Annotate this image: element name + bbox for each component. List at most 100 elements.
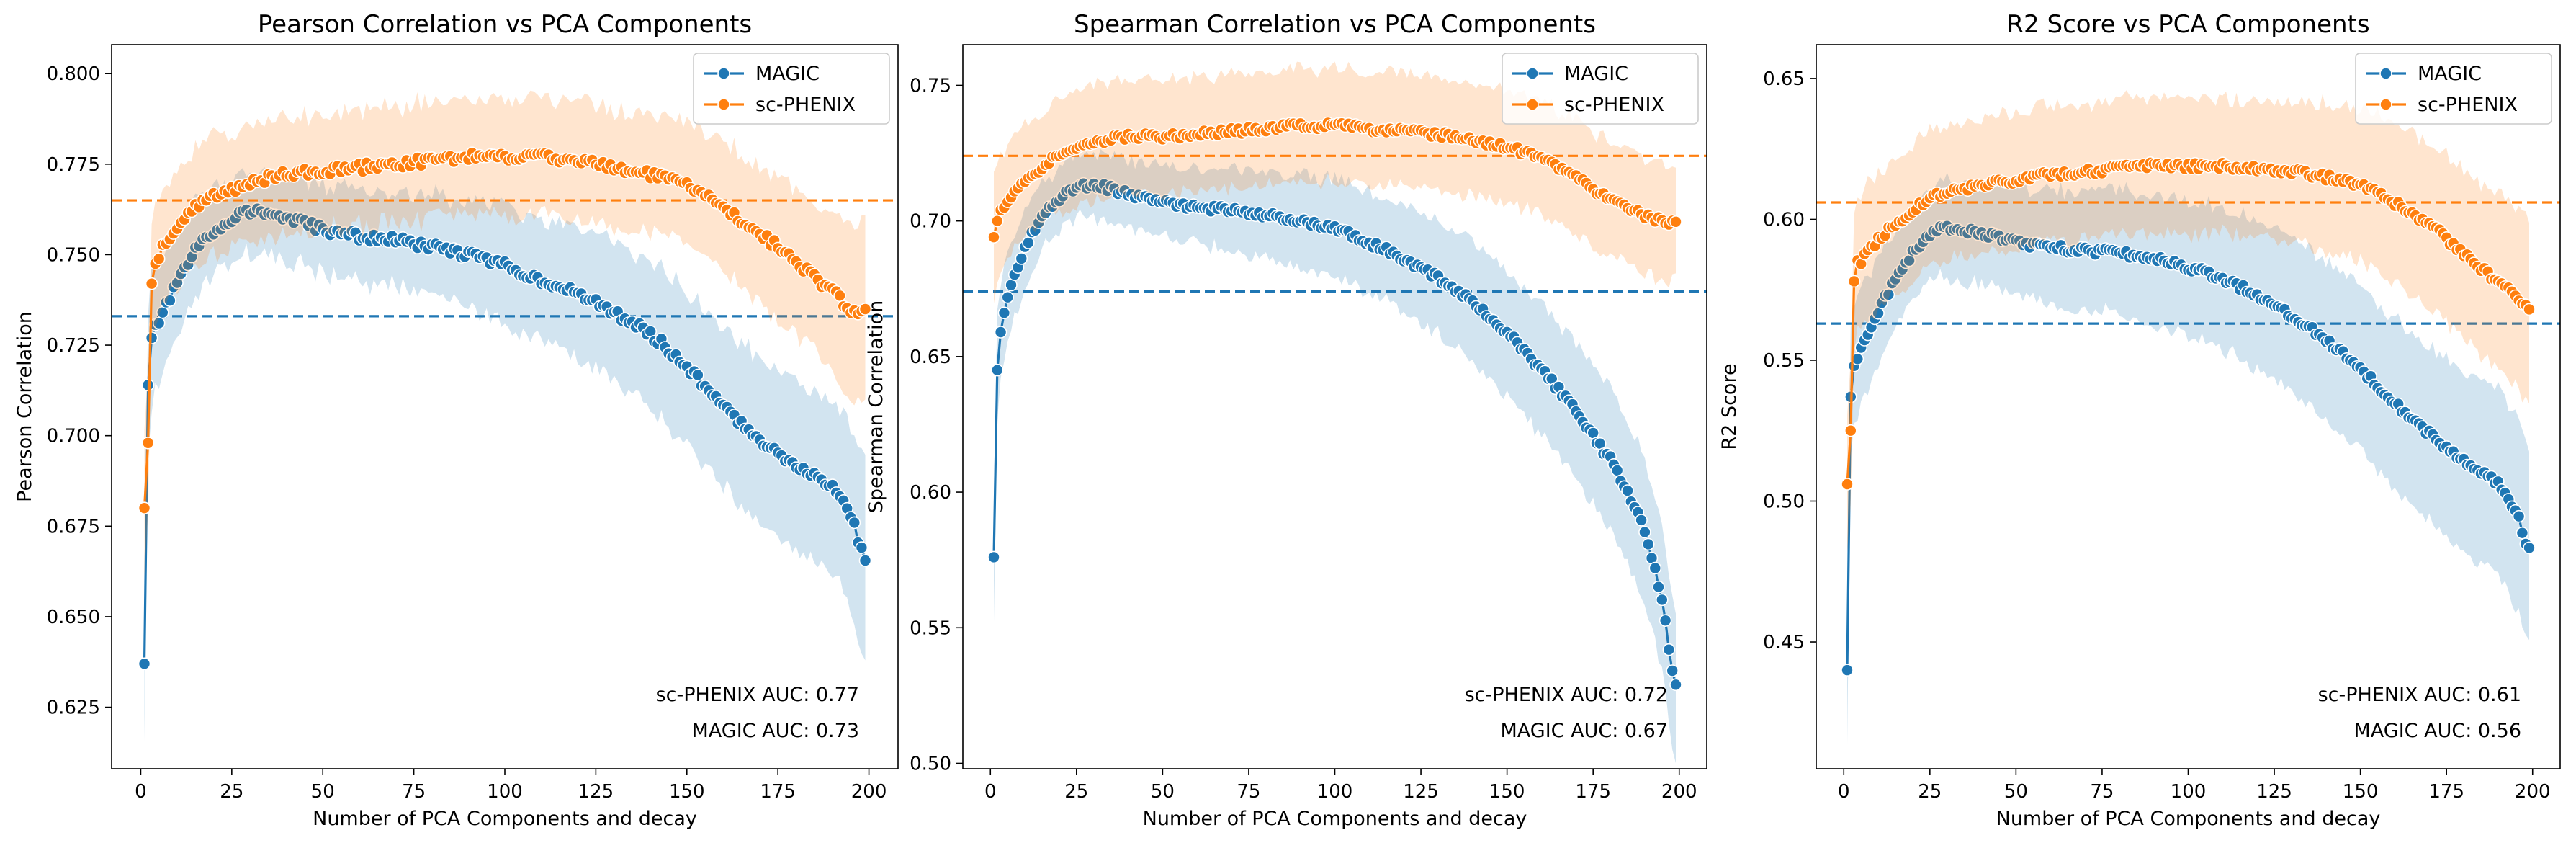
r2-phenix-point [1847,275,1861,288]
spearman-title: Spearman Correlation vs PCA Components [1074,10,1596,39]
pearson-xtick-label: 100 [487,781,523,803]
spearman-magic-point [1666,664,1679,677]
r2-title: R2 Score vs PCA Components [2006,10,2369,39]
pearson-phenix-markers [138,146,872,515]
pearson-phenix-point [145,277,158,290]
pearson-magic-point [855,541,869,554]
r2-ytick-label: 0.55 [1763,350,1805,372]
r2-xtick-label: 125 [2256,781,2292,803]
pearson-xtick-label: 25 [220,781,243,803]
spearman-auc-annotation: sc-PHENIX AUC: 0.72 [1465,684,1668,706]
pearson-xtick-label: 175 [760,781,796,803]
r2-phenix-point [2523,303,2536,316]
pearson-ylabel: Pearson Correlation [14,311,36,502]
r2-magic-point [1882,288,1895,301]
panel-r2: 0 25 50 75 100 125 150 175 200 0.45 0.50 0.55 0.60 0.… [1718,10,2561,830]
r2-xtick-label: 100 [2171,781,2207,803]
pearson-magic-point [848,516,861,530]
r2-legend-phenix-label: sc-PHENIX [2418,94,2518,116]
spearman-xtick-label: 75 [1237,781,1260,803]
r2-magic-point [2516,526,2529,540]
pearson-legend-phenix-label: sc-PHENIX [755,94,856,116]
spearman-xtick-label: 125 [1403,781,1439,803]
pearson-magic-point [141,378,155,392]
panel-spearman: 0 25 50 75 100 125 150 175 200 0.50 0.55 0.60 0.65 0.… [865,10,1707,830]
r2-legend: MAGIC sc-PHENIX [2355,53,2552,125]
spearman-magic-point [1015,252,1028,265]
pearson-magic-markers [138,202,872,671]
pearson-xtick-label: 200 [851,781,887,803]
pearson-legend-magic-marker [717,67,730,80]
spearman-magic-point [1638,525,1651,539]
r2-magic-point [2523,541,2536,555]
r2-legend-phenix-marker [2379,98,2392,111]
spearman-xtick-label: 100 [1317,781,1353,803]
spearman-ytick-label: 0.50 [910,753,951,775]
r2-phenix-markers [1841,156,2536,491]
r2-ytick-label: 0.65 [1763,68,1805,90]
spearman-magic-point [1652,580,1665,594]
pearson-ytick-label: 0.775 [47,154,100,176]
spearman-ylabel: Spearman Correlation [865,300,887,513]
spearman-magic-point [987,550,1000,564]
r2-legend-magic-label: MAGIC [2418,63,2482,85]
spearman-magic-point [1669,678,1682,692]
spearman-legend-magic-label: MAGIC [1564,63,1628,85]
spearman-phenix-markers [987,116,1682,244]
spearman-magic-point [994,326,1007,339]
pearson-plot-area [112,90,898,742]
r2-xtick-label: 0 [1838,781,1850,803]
spearman-legend-phenix-marker [1526,98,1539,111]
spearman-magic-point [1005,278,1018,292]
r2-phenix-point [1844,424,1857,437]
spearman-magic-point [1022,236,1035,249]
spearman-phenix-point [1669,215,1682,228]
pearson-legend: MAGIC sc-PHENIX [693,53,890,125]
pearson-magic-point [858,554,872,567]
r2-phenix-point [1841,478,1854,491]
pearson-ytick-label: 0.675 [47,516,100,537]
r2-xtick-label: 75 [2090,781,2114,803]
r2-magic-point [1841,664,1854,677]
r2-xtick-label: 200 [2515,781,2551,803]
spearman-ytick-label: 0.65 [910,347,951,368]
pearson-auc-annotation: sc-PHENIX AUC: 0.77 [656,684,859,706]
spearman-magic-point [1662,643,1676,656]
spearman-magic-point [1656,593,1669,607]
pearson-xtick-label: 0 [135,781,147,803]
r2-xtick-label: 175 [2428,781,2464,803]
spearman-legend-box [1502,53,1699,125]
spearman-xtick-label: 25 [1064,781,1088,803]
r2-xtick-label: 150 [2343,781,2379,803]
pearson-phenix-point [152,252,166,266]
spearman-ytick-label: 0.75 [910,75,951,97]
pearson-phenix-point [141,436,155,450]
r2-ytick-label: 0.60 [1763,209,1805,231]
r2-ytick-label: 0.45 [1763,632,1805,653]
spearman-magic-point [1621,484,1634,497]
pearson-ytick-label: 0.800 [47,63,100,85]
pearson-magic-point [138,657,151,671]
panels: 0 25 50 75 100 125 150 175 2000.6250.6500.6750.7… [14,10,2561,830]
pearson-legend-box [693,53,890,125]
pearson-xlabel: Number of PCA Components and decay [313,808,697,830]
spearman-phenix-point [987,231,1000,244]
r2-xlabel: Number of PCA Components and decay [1996,808,2381,830]
pearson-phenix-point [138,501,151,515]
spearman-xtick-label: 50 [1151,781,1175,803]
pearson-magic-point [691,368,704,382]
pearson-title: Pearson Correlation vs PCA Components [258,10,752,39]
pearson-magic-ci-band [144,166,866,742]
pearson-magic-point [163,294,176,307]
spearman-auc-annotation: MAGIC AUC: 0.67 [1501,720,1669,742]
pearson-ytick-label: 0.725 [47,335,100,357]
panel-pearson: 0 25 50 75 100 125 150 175 200 0.625 0.650 0.675 0.7… [14,10,899,830]
spearman-magic-markers [987,177,1682,692]
spearman-xtick-label: 0 [984,781,997,803]
pearson-ytick-label: 0.750 [47,244,100,266]
spearman-magic-point [1635,514,1648,527]
spearman-magic-point [997,306,1011,320]
r2-magic-markers [1841,219,2536,677]
